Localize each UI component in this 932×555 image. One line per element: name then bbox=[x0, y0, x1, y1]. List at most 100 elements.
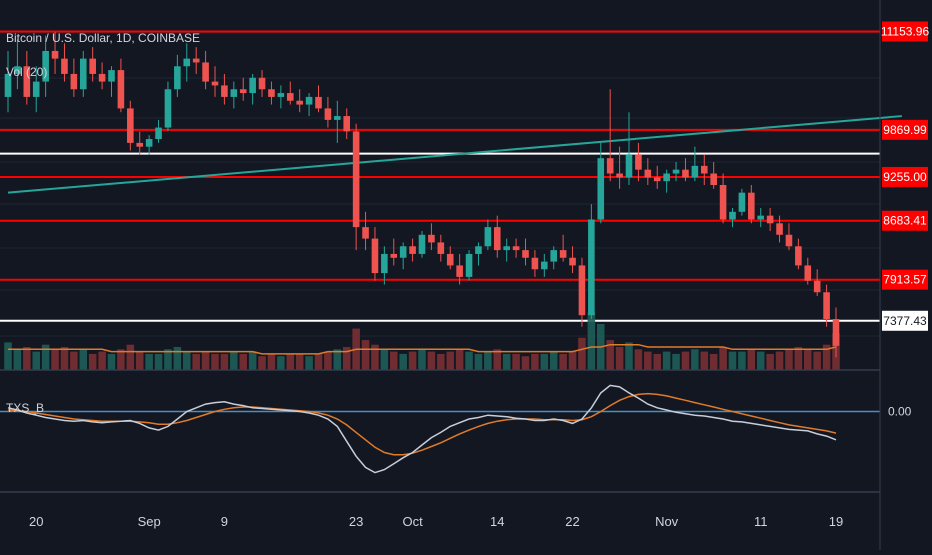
candle-7 bbox=[70, 58, 78, 97]
volume-bar-24 bbox=[230, 351, 238, 370]
candle-24 bbox=[230, 81, 238, 109]
candle-body-13 bbox=[127, 108, 134, 143]
volume-bar-71 bbox=[672, 353, 680, 370]
candle-0 bbox=[4, 50, 12, 113]
candle-body-0 bbox=[4, 73, 12, 97]
candle-body-8 bbox=[79, 58, 87, 90]
candle-51 bbox=[484, 219, 492, 251]
volume-bar-12 bbox=[117, 349, 125, 370]
candle-77 bbox=[729, 207, 736, 228]
candle-body-19 bbox=[183, 58, 191, 67]
volume-bar-70 bbox=[662, 351, 671, 370]
volume-bar-83 bbox=[785, 349, 793, 370]
volume-bar-61 bbox=[578, 337, 586, 370]
candle-28 bbox=[268, 81, 275, 105]
price-label-bg-4 bbox=[882, 269, 928, 290]
volume-bar-34 bbox=[324, 351, 332, 370]
candle-body-67 bbox=[635, 154, 642, 170]
candle-8 bbox=[79, 50, 87, 97]
candle-body-75 bbox=[710, 173, 717, 185]
volume-bar-13 bbox=[126, 344, 135, 370]
candle-body-44 bbox=[418, 234, 426, 254]
symbol-label: Bitcoin / U.S. Dollar, 1D, COINBASE bbox=[6, 31, 200, 45]
candle-body-31 bbox=[296, 100, 303, 105]
candle-86 bbox=[813, 269, 821, 297]
candle-body-65 bbox=[616, 173, 623, 178]
candle-body-26 bbox=[249, 77, 256, 94]
volume-bar-10 bbox=[98, 351, 106, 370]
oscillator-fast-line bbox=[7, 384, 837, 474]
candle-body-55 bbox=[522, 250, 529, 258]
candle-body-87 bbox=[823, 292, 830, 320]
volume-bar-68 bbox=[644, 351, 652, 370]
volume-bar-23 bbox=[220, 353, 229, 370]
candle-body-40 bbox=[381, 253, 388, 274]
candle-body-35 bbox=[334, 116, 341, 120]
volume-bar-28 bbox=[267, 353, 276, 370]
volume-bar-73 bbox=[691, 349, 699, 370]
candle-body-83 bbox=[785, 234, 793, 247]
candle-11 bbox=[108, 66, 115, 97]
candle-76 bbox=[719, 173, 727, 224]
candle-body-64 bbox=[606, 158, 614, 174]
candle-body-81 bbox=[766, 215, 774, 224]
volume-bar-62 bbox=[587, 312, 596, 370]
candle-42 bbox=[399, 242, 407, 270]
candle-34 bbox=[324, 96, 332, 128]
candle-70 bbox=[663, 169, 670, 193]
candle-body-18 bbox=[174, 66, 181, 90]
candle-body-3 bbox=[32, 81, 40, 97]
candle-71 bbox=[672, 162, 680, 182]
price-label-5: 7377.43 bbox=[882, 310, 928, 331]
x-tick-label-0: 20 bbox=[29, 514, 43, 529]
volume-bar-47 bbox=[446, 351, 454, 370]
candle-body-29 bbox=[277, 93, 285, 97]
candle-81 bbox=[766, 207, 774, 231]
volume-bar-44 bbox=[418, 349, 426, 370]
volume-bar-38 bbox=[361, 340, 370, 370]
volume-bar-21 bbox=[201, 351, 210, 370]
candle-41 bbox=[390, 238, 398, 266]
candle-61 bbox=[578, 257, 586, 327]
price-label-text-3: 8683.41 bbox=[883, 214, 927, 228]
candle-19 bbox=[183, 43, 191, 82]
candle-3 bbox=[32, 66, 40, 113]
price-label-3: 8683.41 bbox=[882, 210, 928, 231]
candle-36 bbox=[343, 108, 351, 140]
candle-87 bbox=[823, 284, 830, 327]
candle-body-10 bbox=[98, 73, 106, 82]
volume-bar-0 bbox=[4, 342, 12, 370]
x-tick-label-4: Oct bbox=[402, 514, 423, 529]
candle-63 bbox=[597, 142, 605, 224]
candle-body-85 bbox=[804, 265, 812, 281]
candle-body-43 bbox=[409, 246, 416, 254]
price-label-0: 11153.96 bbox=[881, 21, 929, 42]
candle-body-63 bbox=[597, 158, 605, 220]
candle-6 bbox=[61, 43, 68, 82]
price-label-bg-5 bbox=[882, 310, 928, 331]
candle-23 bbox=[221, 73, 228, 105]
candle-84 bbox=[795, 238, 802, 270]
candle-35 bbox=[334, 100, 341, 143]
candle-52 bbox=[493, 215, 501, 258]
volume-bar-42 bbox=[399, 353, 407, 370]
candle-75 bbox=[710, 162, 717, 189]
candle-body-62 bbox=[588, 219, 595, 316]
candle-body-34 bbox=[324, 108, 332, 120]
candle-body-49 bbox=[465, 253, 473, 277]
volume-bar-56 bbox=[531, 353, 539, 370]
candle-body-56 bbox=[531, 257, 539, 270]
volume-bar-30 bbox=[286, 353, 295, 370]
price-label-bg-1 bbox=[882, 119, 928, 140]
candle-body-20 bbox=[192, 58, 200, 63]
volume-bar-39 bbox=[371, 344, 379, 370]
candle-body-6 bbox=[61, 58, 68, 74]
candle-body-51 bbox=[484, 227, 492, 247]
volume-bar-19 bbox=[183, 351, 191, 370]
indicator-label: TXS_B bbox=[6, 401, 44, 415]
volume-bar-81 bbox=[766, 353, 774, 370]
candle-21 bbox=[202, 50, 209, 90]
candle-26 bbox=[249, 73, 256, 105]
candle-22 bbox=[211, 66, 219, 97]
